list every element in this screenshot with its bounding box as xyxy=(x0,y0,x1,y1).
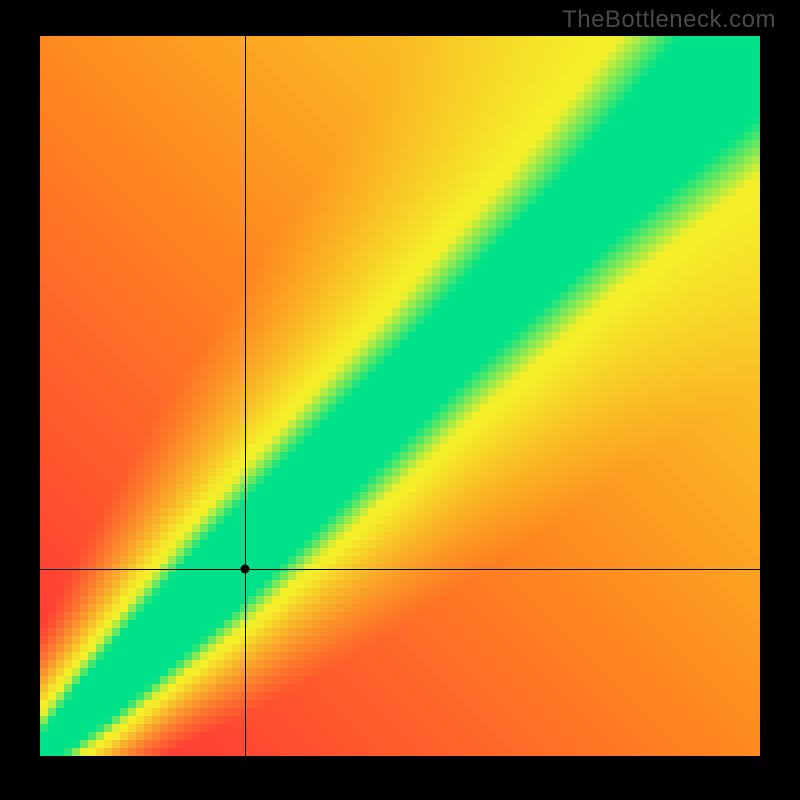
crosshair-vertical xyxy=(245,36,246,756)
heatmap-plot xyxy=(40,36,760,756)
crosshair-horizontal xyxy=(40,569,760,570)
heatmap-canvas xyxy=(40,36,760,756)
watermark-text: TheBottleneck.com xyxy=(562,6,776,34)
crosshair-marker xyxy=(241,564,250,573)
